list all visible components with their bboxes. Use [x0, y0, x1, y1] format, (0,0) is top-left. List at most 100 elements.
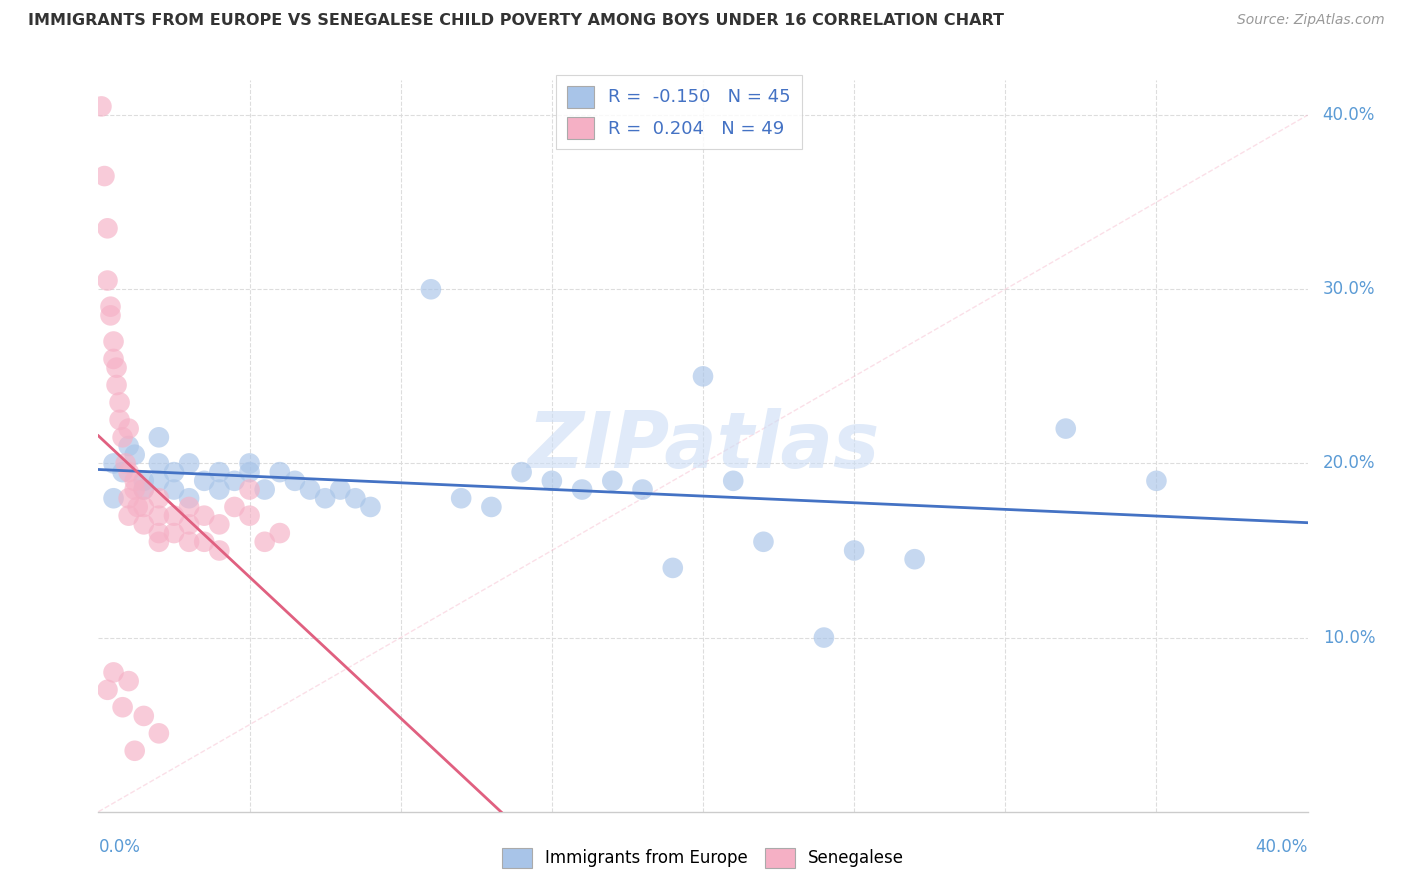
Point [148, 534, 170, 549]
Point [208, 465, 231, 479]
Point [163, 465, 186, 479]
Point [96, 682, 118, 697]
Point [571, 483, 593, 497]
Point [132, 517, 155, 532]
Point [510, 465, 533, 479]
Point [1054, 421, 1077, 435]
Point [253, 483, 276, 497]
Point [269, 465, 291, 479]
Point [253, 534, 276, 549]
Point [148, 508, 170, 523]
Point [111, 430, 134, 444]
Point [124, 474, 146, 488]
Point [692, 369, 714, 384]
Point [103, 457, 125, 471]
Point [127, 500, 149, 514]
Point [108, 395, 131, 409]
Point [118, 465, 141, 479]
Point [481, 500, 503, 514]
Point [100, 300, 122, 314]
Text: 30.0%: 30.0% [1323, 280, 1375, 298]
Point [723, 474, 745, 488]
Point [103, 351, 125, 366]
Point [96, 274, 118, 288]
Point [108, 413, 131, 427]
Point [103, 334, 125, 349]
Point [239, 508, 262, 523]
Text: 40.0%: 40.0% [1256, 838, 1308, 855]
Point [148, 526, 170, 541]
Point [132, 474, 155, 488]
Point [148, 491, 170, 506]
Point [314, 491, 336, 506]
Text: 10.0%: 10.0% [1323, 629, 1375, 647]
Point [752, 534, 775, 549]
Text: ZIPatlas: ZIPatlas [527, 408, 879, 484]
Point [420, 282, 443, 296]
Point [540, 474, 562, 488]
Point [163, 483, 186, 497]
Point [118, 508, 141, 523]
Point [105, 360, 128, 375]
Point [239, 465, 262, 479]
Point [1146, 474, 1168, 488]
Point [631, 483, 654, 497]
Point [269, 526, 291, 541]
Point [239, 483, 262, 497]
Point [148, 726, 170, 740]
Point [179, 517, 201, 532]
Point [179, 500, 201, 514]
Point [103, 491, 125, 506]
Point [124, 744, 146, 758]
Point [224, 500, 246, 514]
Point [103, 665, 125, 680]
Point [179, 534, 201, 549]
Point [148, 474, 170, 488]
Point [329, 483, 352, 497]
Point [118, 491, 141, 506]
Point [111, 465, 134, 479]
Point [239, 457, 262, 471]
Point [100, 309, 122, 323]
Legend: R =  -0.150   N = 45, R =  0.204   N = 49: R = -0.150 N = 45, R = 0.204 N = 49 [555, 75, 801, 150]
Text: 40.0%: 40.0% [1323, 106, 1375, 124]
Point [90, 99, 112, 113]
Point [132, 483, 155, 497]
Point [148, 430, 170, 444]
Point [360, 500, 382, 514]
Point [661, 561, 683, 575]
Point [118, 674, 141, 689]
Point [118, 439, 141, 453]
Point [132, 483, 155, 497]
Text: IMMIGRANTS FROM EUROPE VS SENEGALESE CHILD POVERTY AMONG BOYS UNDER 16 CORRELATI: IMMIGRANTS FROM EUROPE VS SENEGALESE CHI… [28, 13, 1004, 29]
Point [93, 169, 115, 183]
Text: Source: ZipAtlas.com: Source: ZipAtlas.com [1237, 13, 1385, 28]
Point [224, 474, 246, 488]
Point [602, 474, 624, 488]
Point [344, 491, 367, 506]
Point [124, 448, 146, 462]
Point [96, 221, 118, 235]
Point [813, 631, 835, 645]
Point [284, 474, 307, 488]
Point [105, 378, 128, 392]
Point [904, 552, 927, 566]
Point [179, 491, 201, 506]
Point [148, 457, 170, 471]
Point [450, 491, 472, 506]
Text: 20.0%: 20.0% [1323, 454, 1375, 473]
Point [179, 457, 201, 471]
Point [193, 534, 215, 549]
Point [193, 508, 215, 523]
Point [124, 483, 146, 497]
Point [132, 500, 155, 514]
Legend: Immigrants from Europe, Senegalese: Immigrants from Europe, Senegalese [495, 841, 911, 875]
Point [193, 474, 215, 488]
Point [163, 526, 186, 541]
Point [208, 543, 231, 558]
Point [208, 517, 231, 532]
Point [299, 483, 322, 497]
Point [132, 709, 155, 723]
Point [208, 483, 231, 497]
Point [118, 421, 141, 435]
